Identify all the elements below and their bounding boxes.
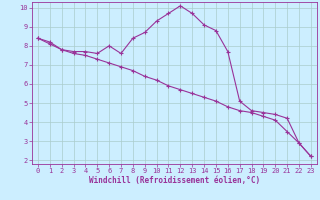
X-axis label: Windchill (Refroidissement éolien,°C): Windchill (Refroidissement éolien,°C) [89, 176, 260, 185]
